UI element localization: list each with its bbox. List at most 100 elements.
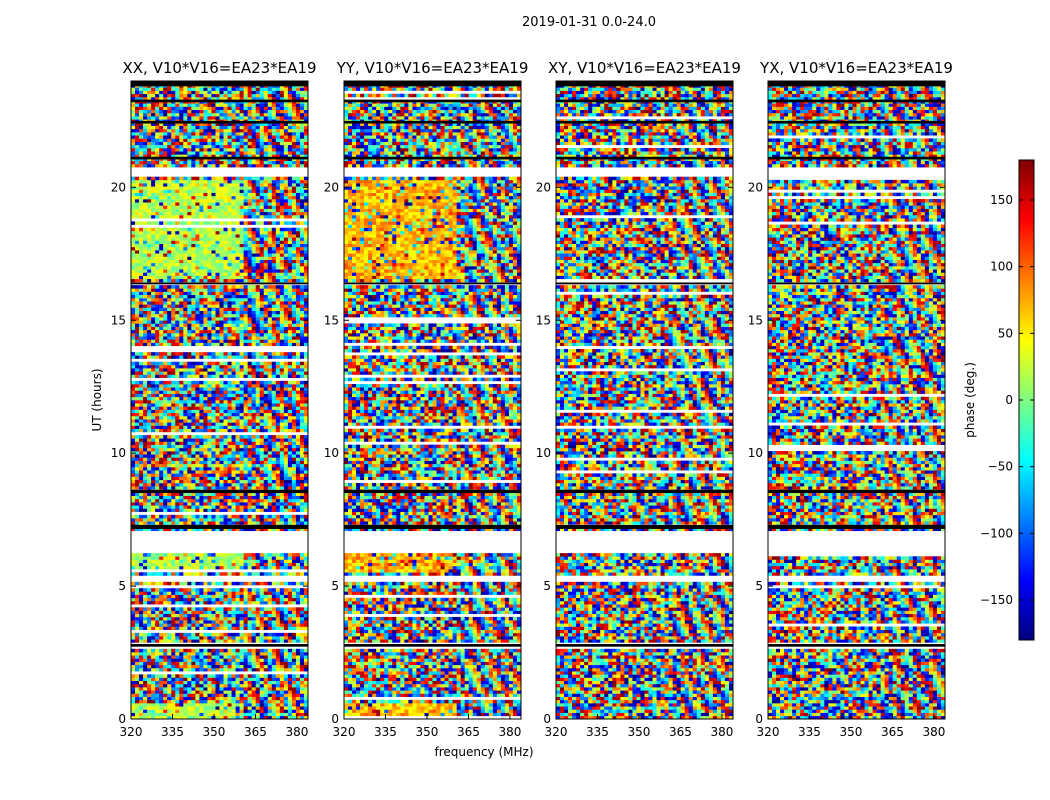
heatmap-cell [187, 636, 192, 640]
heatmap-cell [235, 422, 240, 426]
heatmap-cell [215, 393, 220, 398]
heatmap-cell [131, 479, 136, 484]
heatmap-cell [215, 361, 220, 366]
heatmap-cell [299, 712, 305, 717]
heatmap-cell [219, 616, 224, 621]
heatmap-cell [223, 610, 228, 615]
heatmap-cell [263, 553, 269, 557]
heatmap-cell [195, 422, 200, 426]
heatmap-cell [167, 387, 172, 391]
heatmap-cell [211, 559, 216, 563]
heatmap-cell [139, 470, 144, 474]
heatmap-cell [139, 291, 144, 296]
heatmap-cell [151, 639, 156, 643]
heatmap-cell [191, 476, 196, 481]
heatmap-cell [211, 326, 216, 331]
heatmap-cell [295, 562, 301, 567]
heatmap-cell [191, 667, 196, 672]
heatmap-cell [215, 648, 220, 653]
heatmap-cell [223, 403, 228, 407]
heatmap-cell [203, 336, 208, 340]
heatmap-cell [155, 674, 160, 678]
heatmap-cell [135, 498, 140, 503]
heatmap-cell [239, 355, 244, 359]
heatmap-cell [271, 709, 277, 713]
heatmap-cell [139, 428, 144, 433]
heatmap-cell [199, 715, 204, 719]
heatmap-cell [219, 291, 224, 296]
heatmap-cell [291, 661, 297, 666]
heatmap-cell [215, 435, 220, 439]
heatmap-cell [263, 329, 269, 334]
heatmap-cell [303, 514, 308, 519]
heatmap-cell [199, 409, 204, 414]
heatmap-cell [207, 444, 212, 449]
heatmap-cell [295, 597, 301, 602]
heatmap-cell [187, 422, 192, 426]
heatmap-cell [223, 444, 228, 449]
heatmap-cell [223, 594, 228, 599]
heatmap-cell [187, 320, 192, 324]
heatmap-cell [155, 677, 160, 682]
heatmap-cell [291, 648, 297, 653]
heatmap-cell [167, 594, 172, 599]
heatmap-cell [243, 396, 248, 401]
heatmap-cell [235, 419, 240, 423]
heatmap-cell [187, 495, 192, 500]
heatmap-cell [299, 664, 305, 669]
heatmap-cell [279, 447, 285, 452]
heatmap-cell [259, 703, 265, 707]
heatmap-cell [291, 687, 297, 691]
heatmap-cell [195, 297, 200, 302]
heatmap-cell [131, 384, 136, 388]
heatmap-cell [143, 572, 148, 576]
heatmap-cell [263, 658, 269, 662]
heatmap-cell [247, 562, 252, 567]
heatmap-cell [267, 384, 273, 388]
heatmap-cell [139, 486, 144, 490]
heatmap-cell [239, 495, 244, 500]
heatmap-cell [299, 371, 305, 375]
heatmap-cell [219, 457, 224, 461]
heatmap-cell [235, 616, 240, 621]
heatmap-cell [231, 514, 236, 519]
heatmap-cell [279, 329, 285, 334]
heatmap-cell [159, 620, 164, 624]
heatmap-cell [215, 409, 220, 414]
heatmap-cell [247, 352, 252, 356]
heatmap-cell [243, 502, 248, 506]
heatmap-cell [139, 438, 144, 442]
heatmap-cell [227, 435, 232, 439]
heatmap-cell [175, 451, 180, 455]
heatmap-cell [295, 476, 301, 481]
heatmap-cell [275, 639, 281, 643]
heatmap-cell [203, 486, 208, 490]
heatmap-cell [163, 371, 168, 375]
heatmap-cell [283, 400, 289, 404]
heatmap-cell [171, 326, 176, 331]
heatmap-cell [263, 706, 269, 710]
heatmap-cell [155, 553, 160, 557]
heatmap-cell [287, 687, 293, 691]
heatmap-cell [223, 696, 228, 701]
heatmap-cell [131, 329, 136, 334]
heatmap-cell [163, 658, 168, 662]
heatmap-cell [195, 368, 200, 372]
heatmap-cell [251, 553, 256, 557]
heatmap-cell [235, 636, 240, 640]
heatmap-cell [175, 607, 180, 611]
heatmap-cell [263, 364, 269, 369]
heatmap-cell [231, 288, 236, 292]
heatmap-cell [239, 594, 244, 599]
heatmap-cell [183, 699, 188, 704]
heatmap-cell [303, 342, 308, 347]
heatmap-cell [243, 559, 248, 563]
heatmap-cell [223, 498, 228, 503]
heatmap-cell [227, 301, 232, 305]
heatmap-cell [247, 415, 252, 420]
heatmap-cell [263, 613, 269, 618]
heatmap-cell [251, 565, 256, 570]
heatmap-cell [259, 687, 265, 691]
heatmap-cell [231, 313, 236, 318]
heatmap-cell [291, 412, 297, 417]
